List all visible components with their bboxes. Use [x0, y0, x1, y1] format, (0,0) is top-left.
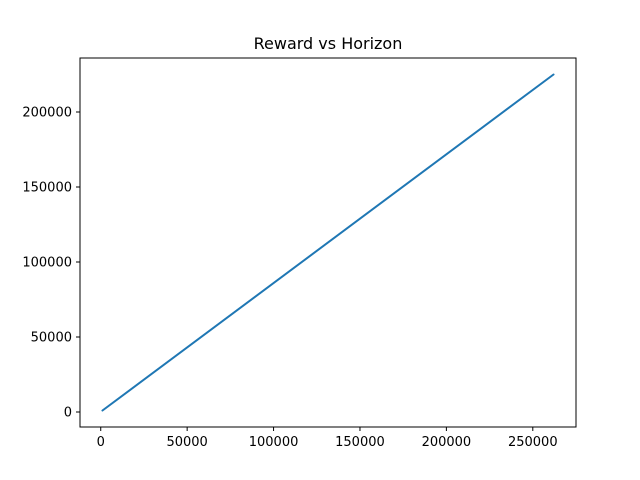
y-tick-label: 50000 [31, 331, 72, 346]
x-tick-label: 250000 [508, 435, 558, 450]
x-axis-ticks: 0 50000 100000 150000 200000 250000 [97, 427, 558, 450]
y-tick-label: 200000 [22, 106, 72, 121]
series-line [101, 73, 555, 412]
x-tick-label: 200000 [422, 435, 472, 450]
series-layer [101, 73, 555, 412]
y-tick-label: 0 [64, 406, 72, 421]
y-tick-label: 150000 [22, 181, 72, 196]
x-tick-label: 50000 [166, 435, 207, 450]
plot-area-frame [79, 57, 577, 428]
y-tick-label: 100000 [22, 256, 72, 271]
y-axis-ticks: 0 50000 100000 150000 200000 [22, 106, 80, 421]
x-tick-label: 150000 [335, 435, 385, 450]
x-tick-label: 100000 [249, 435, 299, 450]
chart-title: Reward vs Horizon [254, 34, 403, 53]
x-tick-label: 0 [97, 435, 105, 450]
